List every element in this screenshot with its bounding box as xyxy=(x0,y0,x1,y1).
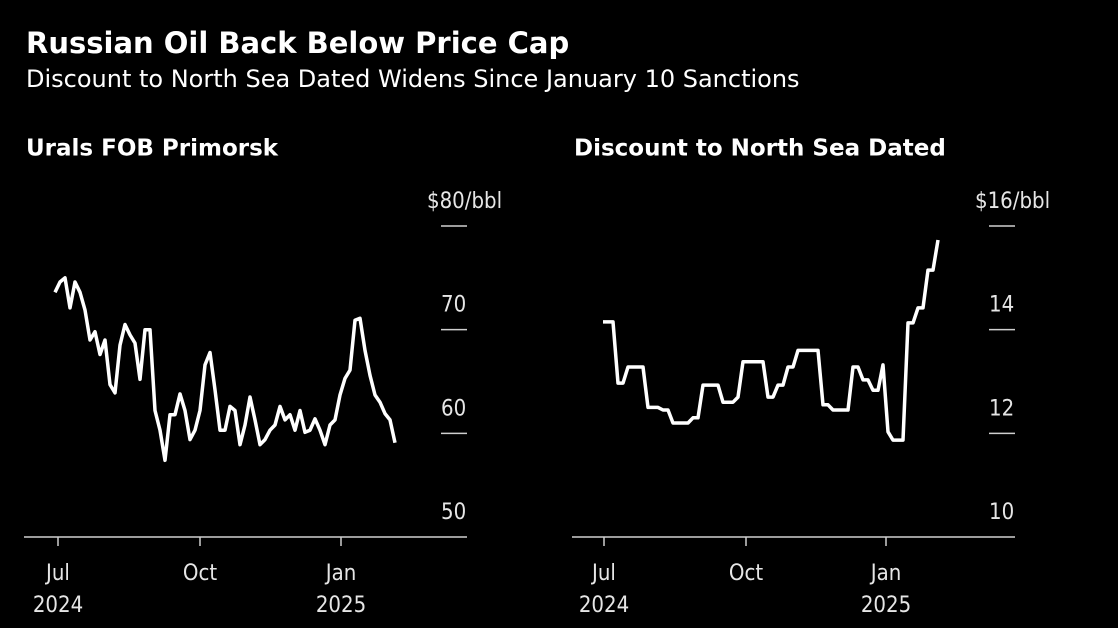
y-tick-label: 70 xyxy=(441,293,466,318)
x-year-label: 2024 xyxy=(579,593,629,618)
y-tick-label: 60 xyxy=(441,396,466,421)
y-tick-label: 10 xyxy=(989,500,1014,525)
chart-subtitle: Discount to North Sea Dated Widens Since… xyxy=(26,65,800,93)
y-tick-label: 12 xyxy=(989,396,1014,421)
panel-title: Urals FOB Primorsk xyxy=(26,136,279,162)
x-year-label: 2024 xyxy=(33,593,83,618)
y-tick-label: $16/bbl xyxy=(975,189,1050,214)
line-series xyxy=(603,239,940,442)
x-tick-label: Jul xyxy=(44,561,70,586)
x-tick-label: Jul xyxy=(590,561,616,586)
line-series xyxy=(53,276,397,463)
y-tick-label: 14 xyxy=(989,293,1014,318)
chart-title: Russian Oil Back Below Price Cap xyxy=(26,26,569,60)
x-tick-label: Jan xyxy=(324,561,357,586)
x-tick-label: Oct xyxy=(183,561,217,586)
x-year-label: 2025 xyxy=(316,593,366,618)
panel-title: Discount to North Sea Dated xyxy=(574,136,946,162)
y-tick-label: $80/bbl xyxy=(427,189,502,214)
y-tick-label: 50 xyxy=(441,500,466,525)
x-tick-label: Jan xyxy=(869,561,902,586)
x-year-label: 2025 xyxy=(861,593,911,618)
x-tick-label: Oct xyxy=(729,561,763,586)
